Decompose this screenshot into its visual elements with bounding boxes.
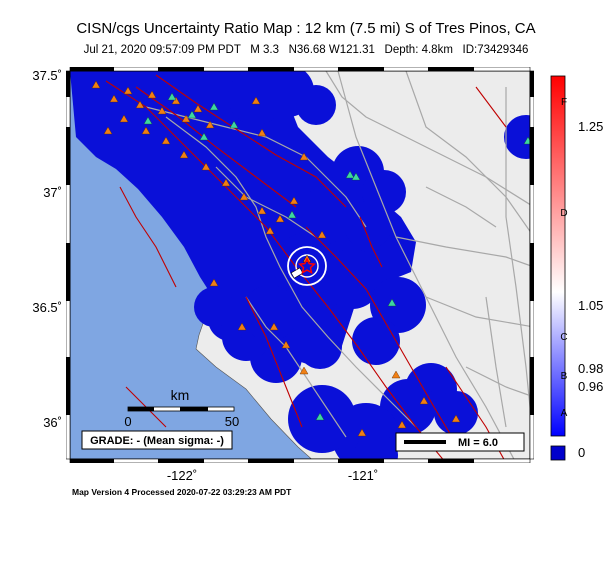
grade-text: GRADE: - (Mean sigma: -) [90,435,224,447]
scale-unit: km [171,387,190,403]
lat-label-36-5: 36.5˚ [32,300,62,315]
colorbar-letter-f: F [560,97,568,108]
mi-legend-text: MI = 6.0 [458,437,498,449]
grade-box: GRADE: - (Mean sigma: -) [81,430,233,450]
mi-legend: MI = 6.0 [395,432,525,452]
map-version-footer: Map Version 4 Processed 2020-07-22 03:29… [72,487,292,497]
scale-tick-50: 50 [225,414,239,429]
event-id: ID:73429346 [462,44,529,56]
epicenter-marker [287,246,327,286]
event-magnitude: M 3.3 [250,44,280,56]
event-depth: Depth: 4.8km [384,44,453,56]
frame-ticks [66,67,534,463]
lat-label-37: 37˚ [43,185,62,200]
colorbar-label-1-25: 1.25 [578,119,604,134]
colorbar-letter-b: B [560,371,568,382]
colorbar-letter-a: A [560,408,568,419]
colorbar-letter-c: C [560,332,568,343]
event-datetime: Jul 21, 2020 09:57:09 PM PDT [83,44,241,56]
seismic-stations [91,80,530,437]
colorbar-label-1-05: 1.05 [578,298,604,313]
colorbar-gradient [550,75,566,437]
lon-label-121: -121˚ [347,468,379,483]
fault-lines [105,74,507,459]
colorbar-label-0: 0 [578,445,586,460]
colorbar-nodata [550,445,566,461]
colorbar-label-0-96: 0.96 [578,379,604,394]
scale-tick-0: 0 [124,414,131,429]
scale-bar: km 0 50 [124,387,239,429]
event-info: Jul 21, 2020 09:57:09 PM PDT M 3.3 N36.6… [0,44,612,56]
colorbar-letter-d: D [560,208,568,219]
event-location: N36.68 W121.31 [288,44,375,56]
map-title: CISN/cgs Uncertainty Ratio Map : 12 km (… [76,20,536,37]
colorbar [550,75,566,461]
colorbar-label-0-98: 0.98 [578,361,604,376]
uncertainty-map: km 0 50 GRADE: - (Mean sigma: -) MI = 6.… [66,67,534,463]
road-network [145,71,530,459]
lat-label-37-5: 37.5˚ [32,68,62,83]
lon-label-122: -122˚ [166,468,198,483]
lat-label-36: 36˚ [43,415,62,430]
